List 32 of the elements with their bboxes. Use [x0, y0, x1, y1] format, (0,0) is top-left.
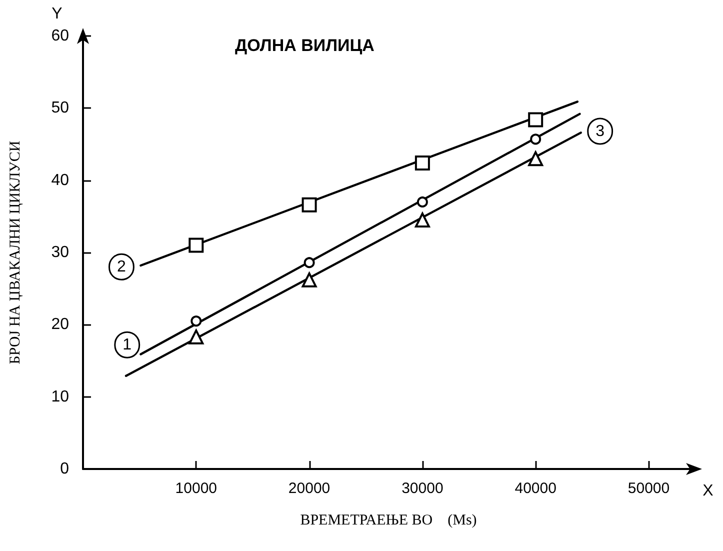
point [304, 257, 315, 268]
point [302, 197, 317, 212]
point [188, 238, 204, 253]
x-axis-title: ВРЕМЕТРАЕЊЕ ВО (Ms) [300, 512, 477, 528]
point [528, 151, 544, 166]
point [190, 316, 202, 327]
text: X [702, 482, 714, 500]
chart-title: ДОЛНА ВИЛИЦА [235, 36, 374, 55]
point [414, 156, 430, 171]
x-tick-label: 40000 [514, 480, 556, 497]
annotation: 1 [122, 336, 132, 354]
y-tick-label: 30 [51, 244, 70, 261]
x-tick-label: 20000 [288, 480, 330, 497]
y-tick-label: 40 [51, 172, 70, 189]
point [528, 112, 544, 128]
x-tick-label: 50000 [628, 480, 670, 497]
point [188, 329, 204, 344]
x-tick-label: 10000 [175, 480, 218, 497]
y-axis-title: БРОЈ НА ЏВАКАЛНИ ЦИКЛУСИ [8, 140, 24, 364]
annotation: 3 [596, 122, 605, 140]
y-tick-label: 60 [51, 28, 70, 44]
text: Y [52, 6, 63, 22]
point [530, 134, 542, 145]
x-tick-label: 30000 [402, 480, 444, 497]
point [302, 272, 317, 288]
y-tick-label: 20 [51, 316, 70, 334]
y-tick-label: 0 [60, 460, 70, 478]
point [414, 212, 430, 228]
y-tick-label: 50 [51, 100, 70, 117]
annotation: 2 [117, 258, 126, 276]
point [416, 196, 428, 208]
y-tick-label: 10 [51, 388, 70, 406]
